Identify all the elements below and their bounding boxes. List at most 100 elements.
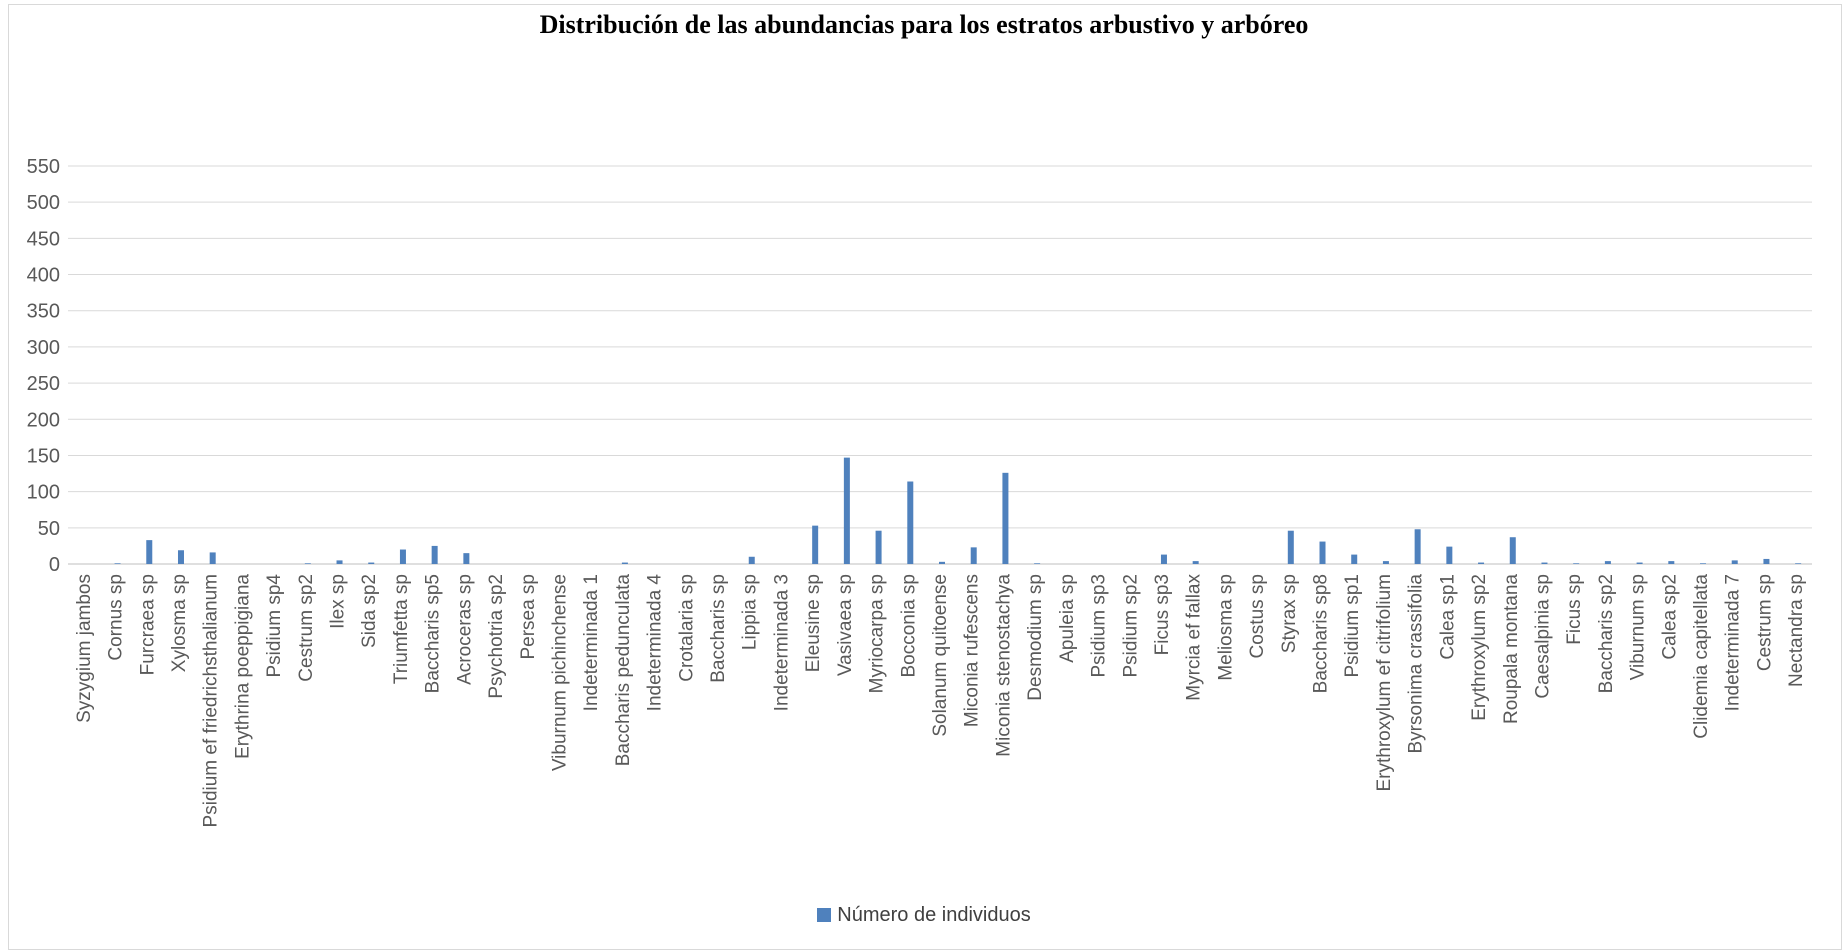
x-tick-label: Acroceras sp <box>454 574 475 685</box>
x-tick-label: Roupala montana <box>1501 574 1522 724</box>
x-tick-label: Miconia stenostachya <box>993 574 1014 757</box>
x-tick-label: Psidium sp1 <box>1342 574 1363 678</box>
y-tick-label: 200 <box>27 409 60 431</box>
x-tick-label: Ficus sp3 <box>1152 574 1173 655</box>
bar <box>178 550 184 564</box>
x-tick-label: Erythroxylum sp2 <box>1469 574 1490 721</box>
x-tick-label: Erythroxylum ef citrifolium <box>1374 574 1395 792</box>
y-tick-label: 500 <box>27 192 60 214</box>
x-tick-label: Myriocarpa sp <box>867 574 888 693</box>
bar <box>1763 559 1769 564</box>
x-tick-label: Baccharis pedunculata <box>613 574 634 767</box>
bar <box>1732 560 1738 564</box>
bar <box>146 540 152 564</box>
x-tick-label: Syzygium jambos <box>74 574 95 723</box>
bar <box>1446 547 1452 564</box>
bar <box>463 553 469 564</box>
bar <box>1541 563 1547 564</box>
x-tick-label: Eleusine sp <box>803 574 824 672</box>
y-tick-label: 100 <box>27 482 60 504</box>
x-tick-label: Indeterminada 7 <box>1723 574 1744 711</box>
bar <box>749 557 755 564</box>
x-tick-label: Psychotria sp2 <box>486 574 507 699</box>
bar <box>337 560 343 564</box>
bar <box>368 563 374 564</box>
bar <box>1002 473 1008 564</box>
bar <box>1668 561 1674 564</box>
y-tick-label: 0 <box>49 554 60 576</box>
legend-swatch <box>817 908 831 922</box>
bar <box>210 552 216 564</box>
x-tick-label: Furcraea sp <box>137 574 158 675</box>
bar <box>1637 563 1643 564</box>
bar <box>1605 561 1611 564</box>
bar <box>1510 537 1516 564</box>
bar <box>939 562 945 564</box>
bar <box>844 458 850 564</box>
x-tick-label: Ficus sp <box>1564 574 1585 645</box>
bar <box>1320 542 1326 564</box>
bar <box>971 547 977 564</box>
y-tick-label: 400 <box>27 265 60 287</box>
bar <box>115 563 121 564</box>
bar <box>812 526 818 564</box>
bar <box>1193 561 1199 564</box>
x-tick-label: Bocconia sp <box>898 574 919 678</box>
x-tick-label: Meliosma sp <box>1215 574 1236 681</box>
x-tick-label: Xylosma sp <box>169 574 190 672</box>
x-tick-label: Viburnum pichinchense <box>549 574 570 771</box>
bar <box>622 563 628 564</box>
bar <box>1478 563 1484 564</box>
bar <box>1700 563 1706 564</box>
x-tick-label: Psidium ef friedrichsthalianum <box>201 574 222 827</box>
x-tick-label: Costus sp <box>1247 574 1268 658</box>
x-tick-label: Clidemia capitellata <box>1691 574 1712 739</box>
x-tick-label: Baccharis sp2 <box>1596 574 1617 693</box>
x-tick-label: Apuleia sp <box>1057 574 1078 663</box>
bar <box>1288 531 1294 564</box>
x-tick-label: Desmodium sp <box>1025 574 1046 701</box>
x-tick-label: Cestrum sp <box>1754 574 1775 671</box>
bar <box>1383 561 1389 564</box>
x-tick-label: Styrax sp <box>1279 574 1300 653</box>
x-tick-label: Indeterminada 1 <box>581 574 602 711</box>
bar <box>400 550 406 564</box>
y-tick-label: 50 <box>38 518 60 540</box>
x-tick-label: Cornus sp <box>106 574 127 661</box>
x-tick-label: Nectandra sp <box>1786 574 1807 687</box>
x-tick-label: Indeterminada 3 <box>771 574 792 711</box>
y-tick-label: 550 <box>27 156 60 178</box>
x-tick-label: Cestrum sp2 <box>296 574 317 682</box>
y-tick-label: 250 <box>27 373 60 395</box>
x-tick-label: Lippia sp <box>740 574 761 650</box>
x-tick-label: Erythrina poeppigiana <box>232 574 253 759</box>
bar <box>876 531 882 564</box>
x-tick-label: Viburnum sp <box>1628 574 1649 680</box>
legend-label: Número de individuos <box>837 904 1030 926</box>
x-tick-label: Vasivaea sp <box>835 574 856 676</box>
x-tick-label: Calea sp2 <box>1659 574 1680 660</box>
y-tick-label: 150 <box>27 445 60 467</box>
y-tick-label: 350 <box>27 301 60 323</box>
bar <box>1415 529 1421 564</box>
x-tick-label: Ilex sp <box>328 574 349 629</box>
bar <box>432 546 438 564</box>
x-tick-label: Crotalaria sp <box>676 574 697 682</box>
bar <box>1161 555 1167 564</box>
x-tick-label: Baccharis sp5 <box>423 574 444 693</box>
y-tick-label: 450 <box>27 228 60 250</box>
x-tick-label: Persea sp <box>518 574 539 660</box>
bar <box>1351 555 1357 564</box>
x-tick-label: Triumfetta sp <box>391 574 412 684</box>
x-tick-label: Baccharis sp <box>708 574 729 683</box>
x-tick-label: Psidium sp2 <box>1120 574 1141 678</box>
x-tick-label: Indeterminada 4 <box>645 574 666 712</box>
x-tick-label: Miconia rufescens <box>962 574 983 727</box>
x-tick-label: Psidium sp3 <box>1089 574 1110 678</box>
y-tick-label: 300 <box>27 337 60 359</box>
x-tick-label: Sida sp2 <box>359 574 380 648</box>
x-tick-label: Byrsonima crassifolia <box>1406 574 1427 754</box>
bar <box>305 563 311 564</box>
legend: Número de individuos <box>0 904 1848 927</box>
